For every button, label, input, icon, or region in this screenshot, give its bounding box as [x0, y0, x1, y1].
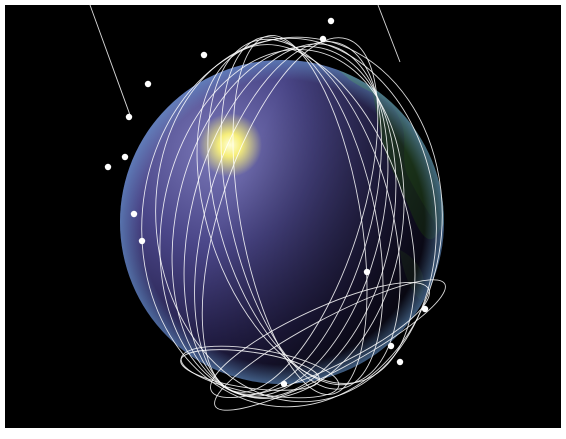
sun-glare	[198, 113, 262, 177]
orbits	[89, 4, 446, 411]
satellites	[104, 17, 429, 388]
earth	[120, 60, 444, 384]
